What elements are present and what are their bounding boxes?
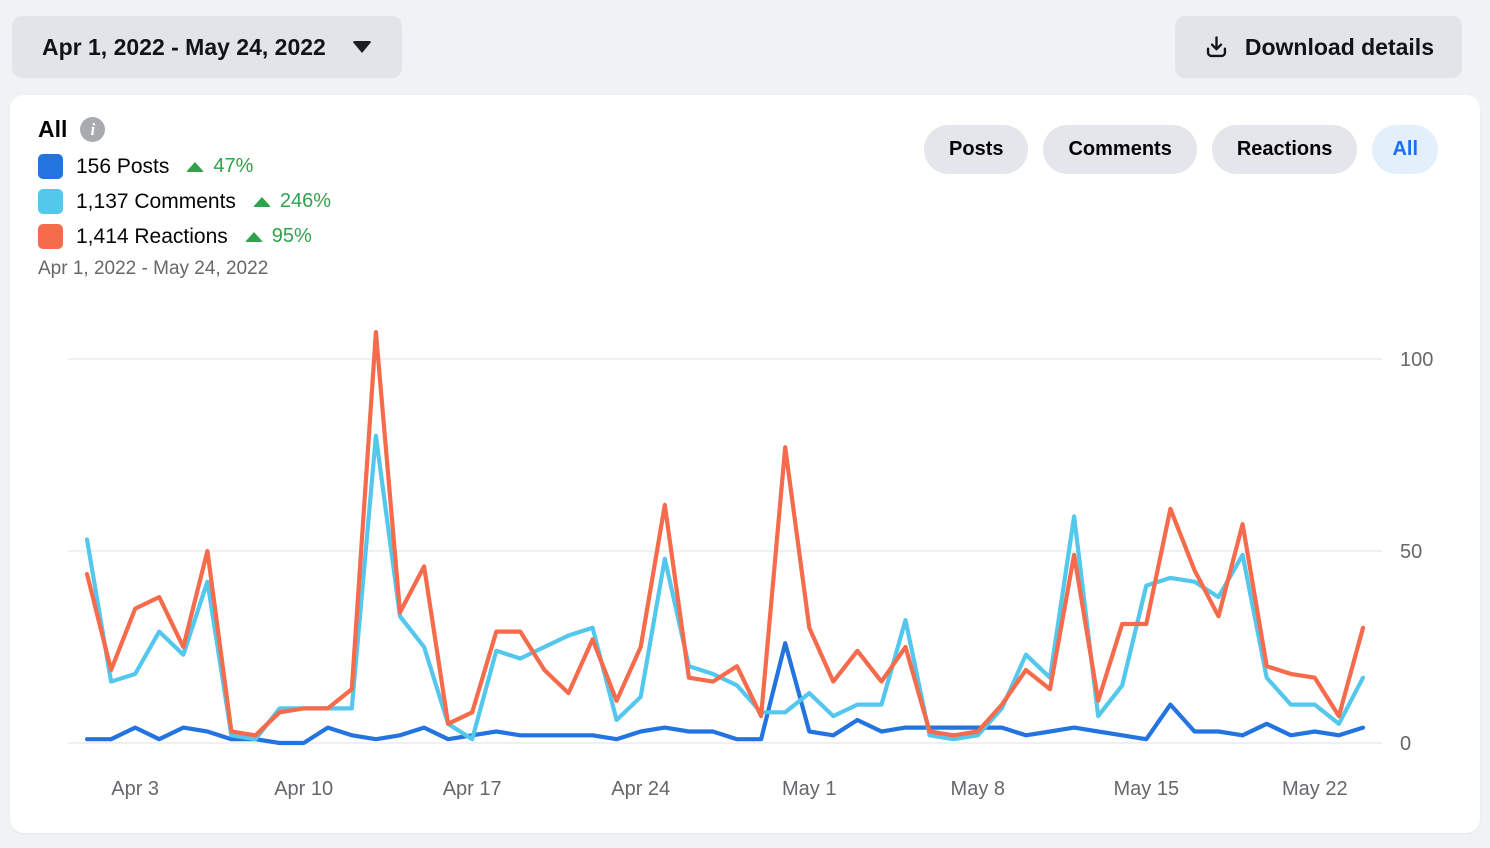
legend-delta: 47% xyxy=(213,155,254,177)
insights-card: All i 156 Posts 47% 1,137 Comments 246% 1,41… xyxy=(10,95,1480,833)
legend-delta: 246% xyxy=(279,190,332,212)
legend-label: 1,414 Reactions xyxy=(76,224,228,248)
legend-swatch-icon xyxy=(38,224,63,249)
panel-title: All xyxy=(38,116,68,142)
trend-up-icon xyxy=(244,231,263,242)
info-icon[interactable]: i xyxy=(80,117,106,142)
series-line-posts xyxy=(84,641,1366,746)
filter-pills: Posts Comments Reactions All xyxy=(924,125,1438,174)
panel-header: All i xyxy=(38,116,106,143)
legend: 156 Posts 47% 1,137 Comments 246% 1,414 Reac… xyxy=(38,149,331,254)
y-tick-label: 0 xyxy=(1400,733,1411,755)
filter-posts[interactable]: Posts xyxy=(924,125,1029,174)
date-range-selector[interactable]: Apr 1, 2022 - May 24, 2022 xyxy=(12,16,402,78)
legend-row: 156 Posts 47% xyxy=(38,149,331,184)
x-tick-label: Apr 17 xyxy=(443,778,502,800)
x-tick-label: Apr 3 xyxy=(111,778,159,800)
download-details-button[interactable]: Download details xyxy=(1174,16,1462,78)
x-tick-label: Apr 24 xyxy=(611,778,670,800)
legend-label: 1,137 Comments xyxy=(76,189,236,213)
series-line-comments xyxy=(84,433,1366,742)
download-icon xyxy=(1206,35,1226,57)
filter-all[interactable]: All xyxy=(1372,125,1438,174)
legend-swatch-icon xyxy=(38,154,63,179)
y-tick-label: 50 xyxy=(1400,541,1422,563)
legend-row: 1,137 Comments 246% xyxy=(38,184,331,219)
download-label: Download details xyxy=(1244,33,1434,60)
legend-swatch-icon xyxy=(38,189,63,214)
date-range-label: Apr 1, 2022 - May 24, 2022 xyxy=(42,33,326,60)
series-line-reactions xyxy=(84,330,1366,738)
legend-delta: 95% xyxy=(271,225,312,247)
line-chart: 0 50 100 Apr 3 Apr 10 Apr 17 Apr 24 May 1 May 8 M… xyxy=(68,330,1433,800)
trend-up-icon xyxy=(252,196,271,207)
x-tick-label: Apr 10 xyxy=(274,778,333,800)
x-tick-label: May 1 xyxy=(782,778,836,800)
filter-reactions[interactable]: Reactions xyxy=(1211,125,1358,174)
chevron-down-icon xyxy=(351,41,372,53)
x-tick-label: May 22 xyxy=(1282,778,1348,800)
x-tick-label: May 8 xyxy=(951,778,1005,800)
trend-up-icon xyxy=(186,161,205,172)
legend-label: 156 Posts xyxy=(76,154,170,178)
date-range-subtitle: Apr 1, 2022 - May 24, 2022 xyxy=(38,258,269,279)
legend-row: 1,414 Reactions 95% xyxy=(38,219,331,254)
y-tick-label: 100 xyxy=(1400,349,1433,371)
x-tick-label: May 15 xyxy=(1114,778,1180,800)
filter-comments[interactable]: Comments xyxy=(1043,125,1197,174)
